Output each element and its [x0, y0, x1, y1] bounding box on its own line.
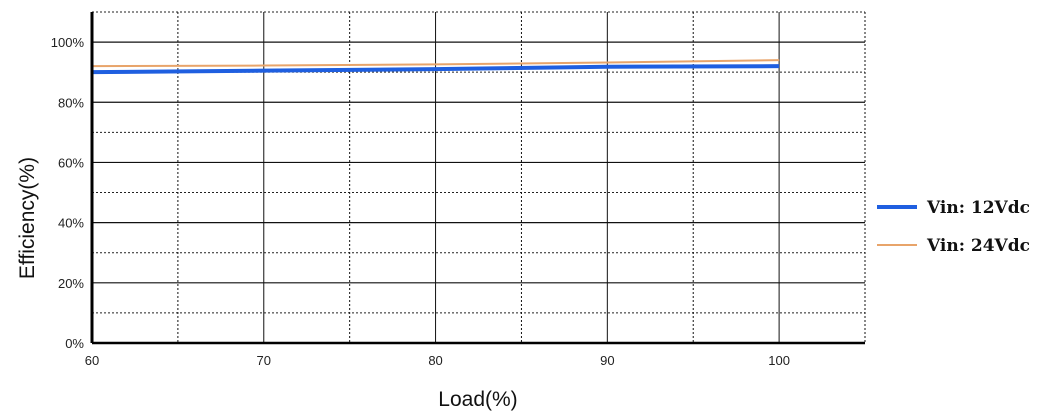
grid — [92, 11, 866, 343]
y-tick-label: 0% — [65, 336, 84, 351]
y-tick-label: 20% — [58, 276, 84, 291]
axes — [90, 12, 865, 345]
series-line-vin-12vdc — [91, 64, 780, 75]
legend-label: Vin: 12Vdc — [926, 198, 1030, 218]
tick-labels: 0% 20% 40% 60% 80% 100% 60 70 80 90 100 — [51, 35, 790, 368]
x-tick-label: 70 — [257, 353, 271, 368]
x-tick-label: 100 — [768, 353, 790, 368]
y-tick-label: 40% — [58, 216, 84, 231]
series-line-vin-24vdc — [91, 59, 780, 68]
x-tick-label: 90 — [600, 353, 614, 368]
y-tick-label: 80% — [58, 95, 84, 110]
legend: Vin: 12Vdc Vin: 24Vdc — [877, 198, 1030, 256]
legend-label: Vin: 24Vdc — [926, 236, 1030, 256]
x-tick-label: 80 — [428, 353, 442, 368]
y-axis-label: Efficiency(%) — [16, 157, 39, 279]
plot-series — [91, 59, 780, 75]
y-tick-label: 60% — [58, 155, 84, 170]
x-axis-label: Load(%) — [438, 388, 517, 411]
y-tick-label: 100% — [51, 35, 85, 50]
x-tick-label: 60 — [85, 353, 99, 368]
